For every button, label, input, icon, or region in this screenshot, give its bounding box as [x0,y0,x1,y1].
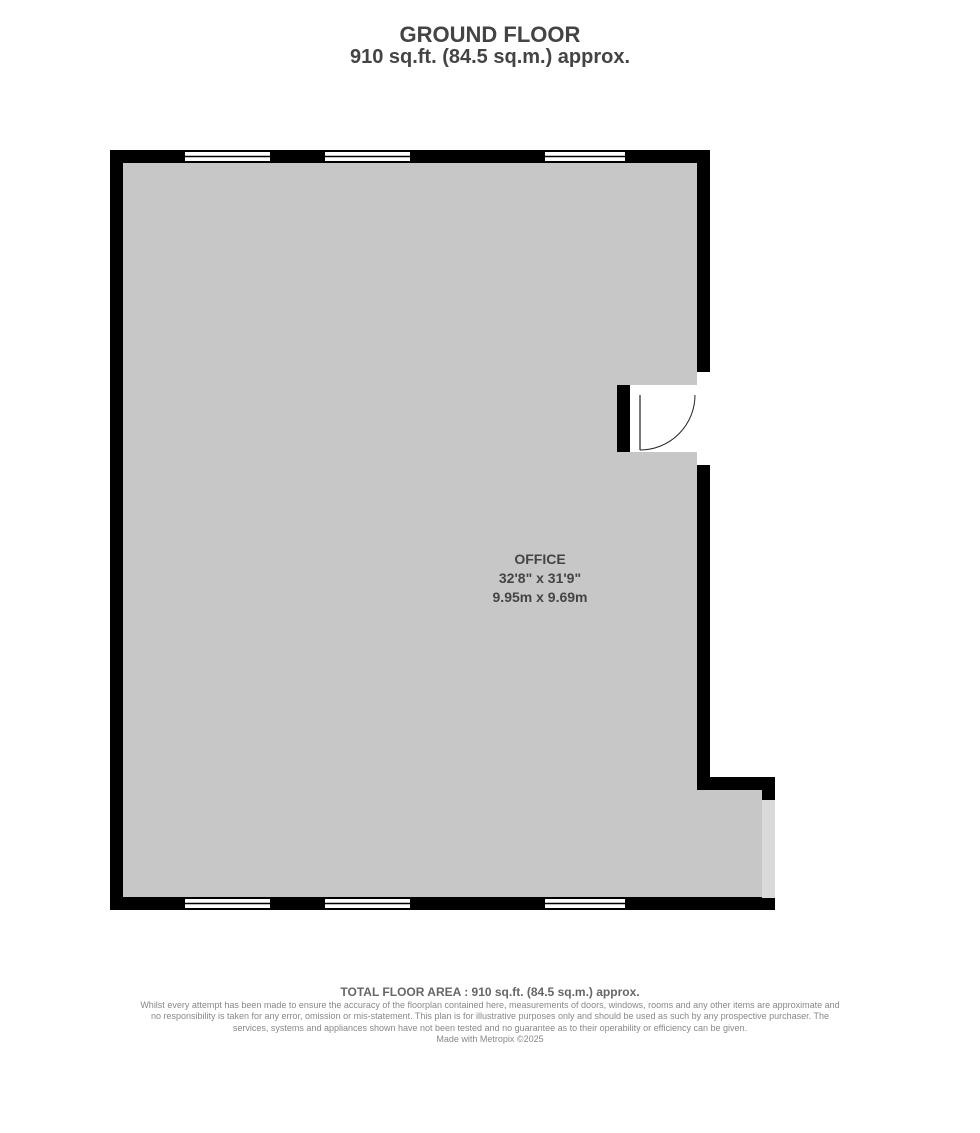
floor-subtitle: 910 sq.ft. (84.5 sq.m.) approx. [0,46,980,69]
floorplan-page: GROUND FLOOR 910 sq.ft. (84.5 sq.m.) app… [0,0,980,1133]
room-dims-metric: 9.95m x 9.69m [430,588,650,607]
floorplan-drawing: OFFICE 32'8" x 31'9" 9.95m x 9.69m [100,140,880,940]
floor-title: GROUND FLOOR [0,22,980,48]
disclaimer-block: Whilst every attempt has been made to en… [0,1000,980,1045]
made-with-text: Made with Metropix ©2025 [436,1034,543,1044]
room-label: OFFICE 32'8" x 31'9" 9.95m x 9.69m [430,550,650,607]
disclaimer-text: Whilst every attempt has been made to en… [140,1000,839,1033]
total-floor-area: TOTAL FLOOR AREA : 910 sq.ft. (84.5 sq.m… [0,985,980,999]
room-dims-imperial: 32'8" x 31'9" [430,569,650,588]
room-name: OFFICE [430,550,650,569]
